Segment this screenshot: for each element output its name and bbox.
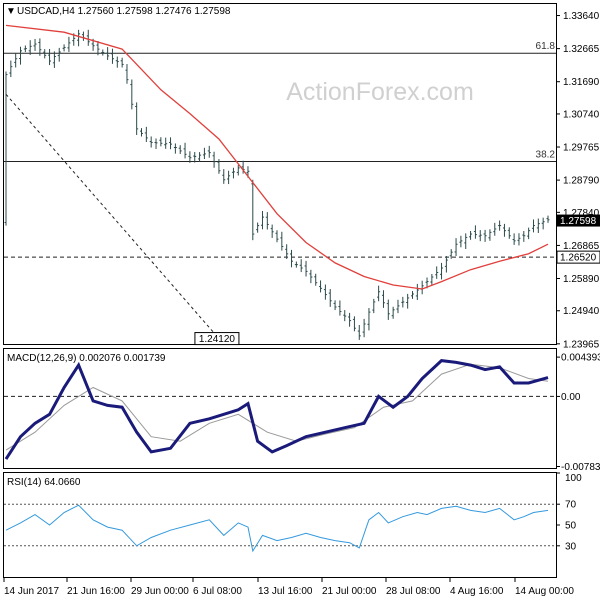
chart-header: USDCAD,H4 1.27560 1.27598 1.27476 1.2759… <box>17 6 231 17</box>
x-axis: 14 Jun 2017 21 Jun 16:00 29 Jun 00:00 6 Jul… <box>3 578 574 597</box>
rsi-panel: RSI(14) 64.0660 100 70 50 30 <box>3 472 582 578</box>
y-tick-label: 1.25890 <box>563 274 600 285</box>
support-trendline <box>5 93 220 339</box>
macd-lines <box>4 359 556 460</box>
macd-panel-frame <box>3 348 557 469</box>
support-price-box <box>556 250 600 264</box>
fib-label: 61.8 <box>536 41 556 52</box>
current-price-box <box>557 214 600 227</box>
current-price-label: 1.27598 <box>560 216 597 227</box>
rsi-title: RSI(14) 64.0660 <box>7 477 81 488</box>
macd-panel: MACD(12,26,9) 0.002076 0.001739 0.004393… <box>3 348 600 473</box>
macd-line <box>4 359 549 460</box>
price-candles <box>4 29 550 340</box>
x-tick-label: 28 Jul 08:00 <box>386 586 441 597</box>
ma-line <box>5 24 549 290</box>
y-tick-label: 1.27840 <box>563 208 600 219</box>
macd-signal-line <box>5 363 549 451</box>
macd-y-axis: 0.004393 0.00 -0.007833 <box>556 353 600 473</box>
macd-y-tick-label: -0.007833 <box>561 462 600 473</box>
low-label: 1.24120 <box>199 334 236 345</box>
y-tick-label: 1.28790 <box>563 176 600 187</box>
symbol-arrow: ▼ <box>6 6 16 17</box>
price-annotations: 1.24120 <box>194 332 240 346</box>
rsi-y-tick-label: 30 <box>565 541 577 552</box>
price-panel-frame <box>3 3 557 345</box>
x-tick-label: 21 Jun 16:00 <box>67 586 125 597</box>
y-tick-label: 1.23965 <box>563 339 600 350</box>
rsi-y-tick-label: 100 <box>565 473 582 484</box>
trendline <box>5 93 220 339</box>
x-tick-label: 6 Jul 08:00 <box>193 586 242 597</box>
macd-y-tick-label: 0.00 <box>561 392 581 403</box>
macd-title: MACD(12,26,9) 0.002076 0.001739 <box>7 353 166 364</box>
y-tick-label: 1.26865 <box>563 241 600 252</box>
rsi-y-tick-label: 70 <box>565 500 577 511</box>
y-tick-label: 1.30740 <box>563 109 600 120</box>
x-tick-label: 29 Jun 00:00 <box>131 586 189 597</box>
x-tick-label: 14 Aug 00:00 <box>515 586 574 597</box>
price-levels: 61.8 38.2 <box>4 41 556 258</box>
rsi-y-axis: 100 70 50 30 <box>556 472 582 552</box>
rsi-panel-frame <box>3 472 557 578</box>
y-tick-label: 1.24940 <box>563 306 600 317</box>
x-tick-label: 14 Jun 2017 <box>4 586 59 597</box>
y-tick-label: 1.31690 <box>563 77 600 88</box>
moving-average-line <box>5 24 549 290</box>
x-tick-label: 4 Aug 16:00 <box>450 586 504 597</box>
price-y-axis: 1.33640 1.32665 1.31690 1.30740 1.29765 1.287… <box>556 11 600 350</box>
price-panel: ActionForex.com 61.8 38.2 1.24120 ▼ USDCA… <box>3 3 600 350</box>
y-tick-label: 1.33640 <box>563 11 600 22</box>
y-tick-label: 1.29765 <box>563 143 600 154</box>
fib-label: 38.2 <box>536 149 556 160</box>
low-label-box <box>194 332 240 346</box>
macd-y-tick-label: 0.004393 <box>561 353 600 364</box>
support-price-label: 1.26520 <box>560 253 597 264</box>
x-tick-label: 21 Jul 00:00 <box>322 586 377 597</box>
rsi-line <box>5 504 549 553</box>
y-tick-label: 1.32665 <box>563 44 600 55</box>
rsi-lines <box>4 503 556 553</box>
x-tick-label: 13 Jul 16:00 <box>258 586 313 597</box>
watermark: ActionForex.com <box>286 78 474 106</box>
rsi-y-tick-label: 50 <box>565 521 577 532</box>
